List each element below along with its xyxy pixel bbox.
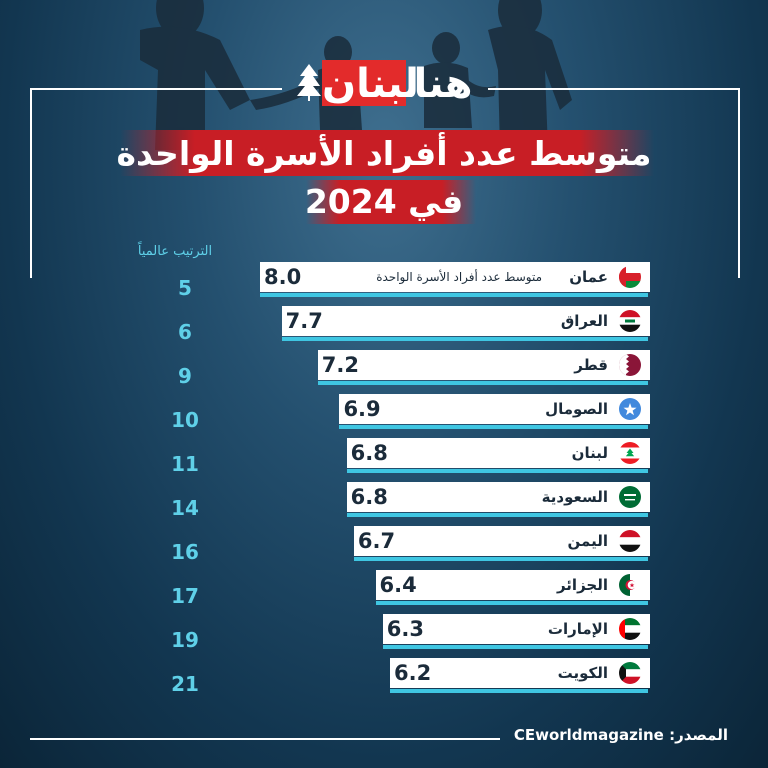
category-label: السعودية [541, 488, 608, 506]
rank-header: الترتيب عالمياً [137, 244, 213, 259]
rank-value: 21 [171, 672, 199, 696]
chart-bar [346, 469, 648, 473]
uae-flag-icon [619, 618, 641, 640]
chart-bar [390, 689, 648, 693]
category-label: عمان [569, 268, 608, 286]
series-label: متوسط عدد أفراد الأسرة الواحدة [376, 270, 542, 284]
rank-value: 14 [171, 496, 199, 520]
chart-bar [281, 337, 648, 341]
row-label-panel [260, 262, 650, 292]
chart-row: 6.2 الكويت [0, 658, 768, 702]
bar-value-label: 6.9 [343, 397, 381, 421]
subtitle-band [306, 180, 476, 224]
oman-flag-icon [619, 266, 641, 288]
page-subtitle: في 2024 [304, 182, 464, 221]
row-label-panel [353, 526, 650, 556]
rank-value: 17 [171, 584, 199, 608]
bar-value-label: 7.2 [321, 353, 359, 377]
frame-line-right [738, 88, 740, 278]
bar-value-label: 6.2 [394, 661, 432, 685]
frame-line-top-right [488, 88, 740, 90]
category-label: اليمن [567, 532, 608, 550]
bar-value-label: 8.0 [264, 265, 302, 289]
brand-logo-left: هنا [413, 61, 473, 107]
iraq-flag-icon [619, 310, 641, 332]
bar-value-label: 7.7 [285, 309, 323, 333]
chart-row: 6.8 لبنان [0, 438, 768, 482]
rank-value: 16 [171, 540, 199, 564]
chart-row: 6.3 الإمارات [0, 614, 768, 658]
rank-value: 19 [171, 628, 199, 652]
chart-row: 6.8 السعودية [0, 482, 768, 526]
chart-bar [353, 557, 648, 561]
chart-row: 6.9 الصومال [0, 394, 768, 438]
bar-value-label: 6.8 [350, 485, 388, 509]
somalia-flag-icon [619, 398, 641, 420]
rank-value: 10 [171, 408, 199, 432]
bar-value-label: 6.3 [386, 617, 424, 641]
category-label: لبنان [571, 444, 608, 462]
page-title: متوسط عدد أفراد الأسرة الواحدة [116, 134, 652, 173]
row-label-panel [317, 350, 650, 380]
category-label: الصومال [545, 400, 608, 418]
chart-bar [260, 293, 648, 297]
algeria-flag-icon [619, 574, 641, 596]
rank-value: 6 [178, 320, 192, 344]
frame-line-top-left [30, 88, 282, 90]
chart-row: 6.4 الجزائر [0, 570, 768, 614]
chart-bar [346, 513, 648, 517]
kuwait-flag-icon [619, 662, 641, 684]
chart-bar [375, 601, 648, 605]
category-label: الإمارات [547, 620, 608, 638]
bar-value-label: 6.7 [357, 529, 396, 553]
row-label-panel [382, 614, 650, 644]
qatar-flag-icon [619, 354, 641, 376]
chart-row: 8.0 عمان متوسط عدد أفراد الأسرة الواحدة [0, 262, 768, 306]
row-label-panel [281, 306, 650, 336]
chart-row: 7.7 العراق [0, 306, 768, 350]
bar-value-label: 6.8 [350, 441, 388, 465]
rank-value: 11 [171, 452, 199, 476]
cedar-icon [297, 64, 321, 101]
brand-logo-right: لبنان [322, 61, 419, 107]
category-label: الجزائر [556, 576, 608, 594]
rank-value: 5 [178, 276, 192, 300]
row-label-panel [346, 438, 650, 468]
category-label: العراق [560, 312, 608, 330]
chart-row: 7.2 قطر [0, 350, 768, 394]
lebanon-flag-icon [619, 442, 641, 464]
category-label: الكويت [557, 664, 608, 682]
rank-value: 9 [178, 364, 192, 388]
chart-bar [339, 425, 648, 429]
yemen-flag-icon [619, 530, 641, 552]
category-label: قطر [574, 356, 608, 374]
saudi-flag-icon [619, 486, 641, 508]
row-label-panel [375, 570, 650, 600]
chart-row: 6.7 اليمن [0, 526, 768, 570]
frame-line-left [30, 88, 32, 278]
brand-logo: لبنان هنا [292, 58, 478, 110]
bar-value-label: 6.4 [379, 573, 417, 597]
chart-bar [317, 381, 648, 385]
row-label-panel [346, 482, 650, 512]
frame-line-bottom [30, 738, 500, 740]
row-label-panel [339, 394, 650, 424]
title-band [120, 130, 654, 176]
row-label-panel [390, 658, 650, 688]
source-credit: CEworldmagazine :المصدر [513, 726, 728, 744]
chart-bar [382, 645, 648, 649]
